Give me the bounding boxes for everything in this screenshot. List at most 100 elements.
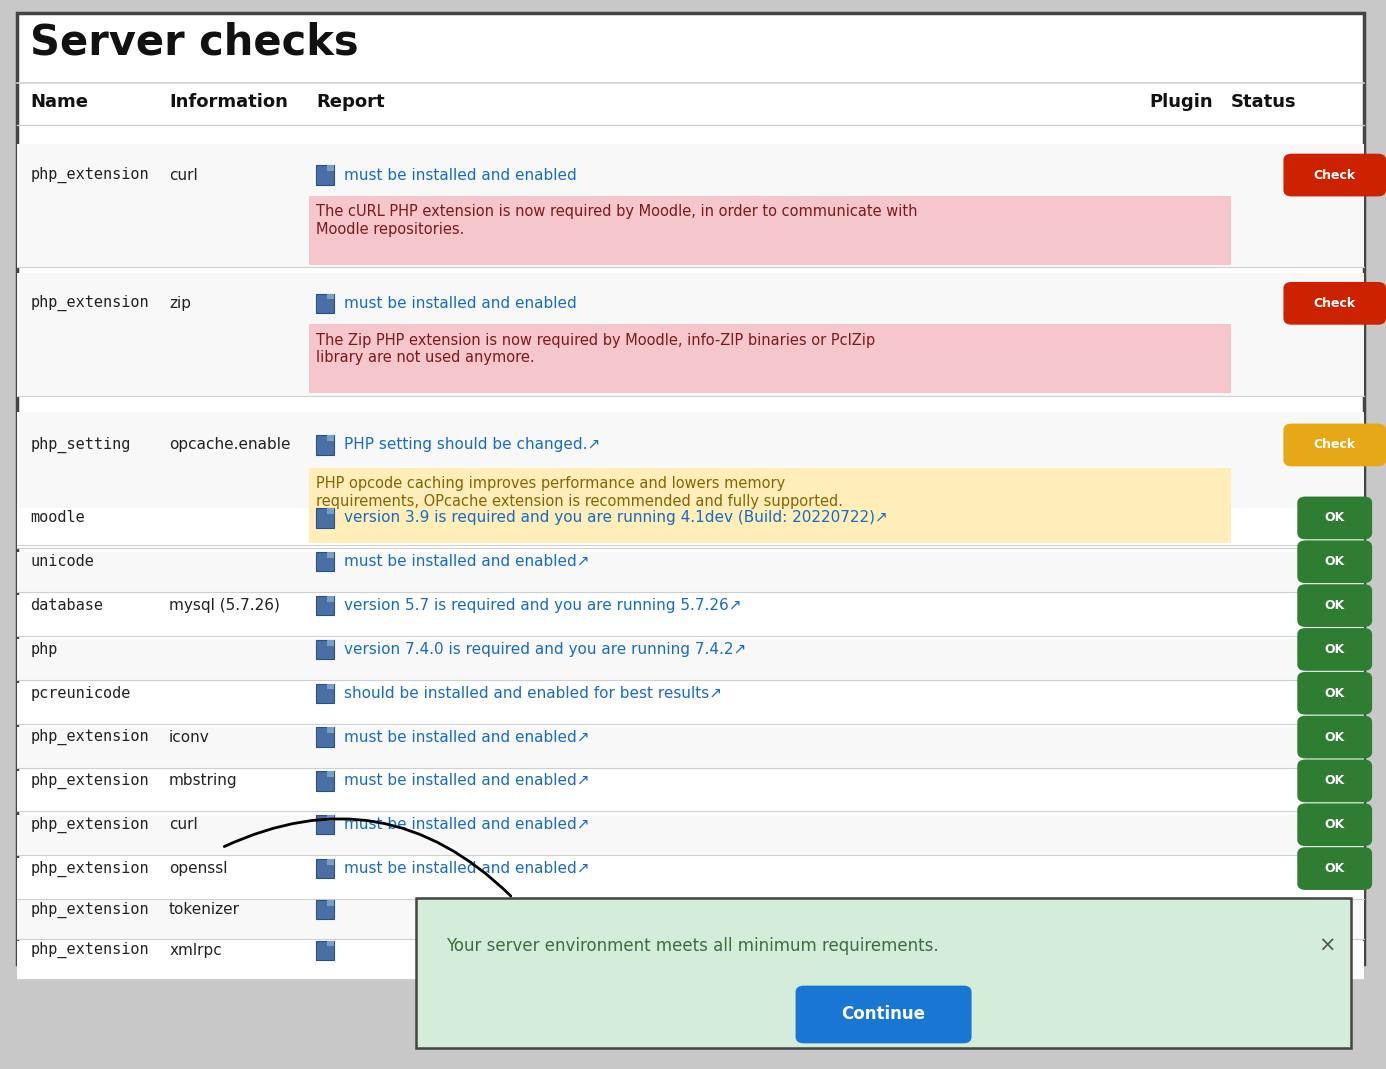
FancyBboxPatch shape bbox=[17, 13, 1364, 964]
Text: moodle: moodle bbox=[30, 510, 86, 526]
FancyBboxPatch shape bbox=[17, 552, 1364, 592]
Text: tokenizer: tokenizer bbox=[169, 902, 240, 917]
Text: php_extension: php_extension bbox=[30, 773, 150, 789]
FancyBboxPatch shape bbox=[316, 684, 334, 703]
FancyBboxPatch shape bbox=[17, 273, 1364, 396]
FancyBboxPatch shape bbox=[309, 468, 1231, 543]
FancyBboxPatch shape bbox=[316, 816, 334, 834]
Text: xmlrpc: xmlrpc bbox=[169, 943, 222, 958]
Text: Plugin: Plugin bbox=[1149, 93, 1213, 110]
FancyBboxPatch shape bbox=[1297, 847, 1372, 889]
Text: must be installed and enabled: must be installed and enabled bbox=[344, 296, 577, 311]
Text: OK: OK bbox=[1325, 862, 1344, 876]
FancyBboxPatch shape bbox=[1283, 154, 1386, 197]
Text: opcache.enable: opcache.enable bbox=[169, 437, 291, 452]
FancyBboxPatch shape bbox=[17, 639, 1364, 680]
FancyBboxPatch shape bbox=[17, 683, 1364, 724]
Text: pcreunicode: pcreunicode bbox=[30, 685, 130, 701]
FancyBboxPatch shape bbox=[327, 900, 334, 905]
Text: version 5.7 is required and you are running 5.7.26↗: version 5.7 is required and you are runn… bbox=[344, 598, 742, 614]
FancyBboxPatch shape bbox=[327, 597, 334, 602]
Text: The cURL PHP extension is now required by Moodle, in order to communicate with
M: The cURL PHP extension is now required b… bbox=[316, 204, 918, 237]
FancyBboxPatch shape bbox=[796, 986, 972, 1043]
FancyBboxPatch shape bbox=[316, 727, 334, 746]
FancyBboxPatch shape bbox=[17, 815, 1364, 855]
Text: Server checks: Server checks bbox=[30, 21, 359, 64]
FancyBboxPatch shape bbox=[316, 859, 334, 879]
FancyBboxPatch shape bbox=[316, 508, 334, 527]
FancyBboxPatch shape bbox=[327, 166, 334, 171]
Text: OK: OK bbox=[1325, 642, 1344, 656]
Text: Check: Check bbox=[1314, 169, 1356, 182]
Text: version 3.9 is required and you are running 4.1dev (Build: 20220722)↗: version 3.9 is required and you are runn… bbox=[344, 510, 887, 526]
Text: OK: OK bbox=[1325, 511, 1344, 525]
Text: php_extension: php_extension bbox=[30, 295, 150, 311]
Text: must be installed and enabled↗: must be installed and enabled↗ bbox=[344, 729, 589, 745]
Text: php_extension: php_extension bbox=[30, 817, 150, 833]
Text: must be installed and enabled↗: must be installed and enabled↗ bbox=[344, 773, 589, 789]
FancyBboxPatch shape bbox=[316, 639, 334, 659]
Text: iconv: iconv bbox=[169, 729, 209, 745]
Text: OK: OK bbox=[1325, 730, 1344, 744]
Text: version 7.4.0 is required and you are running 7.4.2↗: version 7.4.0 is required and you are ru… bbox=[344, 641, 746, 657]
Text: should be installed and enabled for best results↗: should be installed and enabled for best… bbox=[344, 685, 722, 701]
FancyBboxPatch shape bbox=[327, 435, 334, 441]
Text: must be installed and enabled: must be installed and enabled bbox=[344, 168, 577, 183]
FancyBboxPatch shape bbox=[17, 508, 1364, 548]
FancyBboxPatch shape bbox=[327, 816, 334, 821]
Text: The Zip PHP extension is now required by Moodle, info-ZIP binaries or PclZip
lib: The Zip PHP extension is now required by… bbox=[316, 332, 875, 366]
FancyBboxPatch shape bbox=[1283, 423, 1386, 466]
FancyBboxPatch shape bbox=[309, 196, 1231, 265]
Text: php_extension: php_extension bbox=[30, 167, 150, 183]
FancyBboxPatch shape bbox=[327, 684, 334, 690]
Text: must be installed and enabled↗: must be installed and enabled↗ bbox=[344, 861, 589, 877]
Text: zip: zip bbox=[169, 296, 191, 311]
FancyBboxPatch shape bbox=[327, 859, 334, 865]
Text: Information: Information bbox=[169, 93, 288, 110]
Text: php_extension: php_extension bbox=[30, 729, 150, 745]
Text: unicode: unicode bbox=[30, 554, 94, 570]
FancyBboxPatch shape bbox=[316, 900, 334, 919]
FancyBboxPatch shape bbox=[1297, 629, 1372, 671]
FancyBboxPatch shape bbox=[17, 727, 1364, 768]
FancyBboxPatch shape bbox=[1283, 282, 1386, 325]
Text: Check: Check bbox=[1314, 297, 1356, 310]
Text: php_extension: php_extension bbox=[30, 861, 150, 877]
FancyBboxPatch shape bbox=[1297, 716, 1372, 759]
Text: OK: OK bbox=[1325, 774, 1344, 788]
Text: mysql (5.7.26): mysql (5.7.26) bbox=[169, 598, 280, 614]
FancyBboxPatch shape bbox=[1297, 672, 1372, 715]
Text: database: database bbox=[30, 598, 104, 614]
FancyBboxPatch shape bbox=[316, 166, 334, 185]
Text: openssl: openssl bbox=[169, 861, 227, 877]
FancyBboxPatch shape bbox=[316, 552, 334, 571]
Text: PHP opcode caching improves performance and lowers memory
requirements, OPcache : PHP opcode caching improves performance … bbox=[316, 477, 843, 509]
Text: mbstring: mbstring bbox=[169, 773, 238, 789]
FancyBboxPatch shape bbox=[316, 435, 334, 454]
FancyBboxPatch shape bbox=[327, 294, 334, 299]
Text: Check: Check bbox=[1314, 438, 1356, 451]
FancyBboxPatch shape bbox=[1297, 541, 1372, 584]
FancyBboxPatch shape bbox=[17, 858, 1364, 899]
FancyBboxPatch shape bbox=[1297, 759, 1372, 802]
Text: OK: OK bbox=[1325, 599, 1344, 613]
FancyBboxPatch shape bbox=[1297, 584, 1372, 626]
FancyBboxPatch shape bbox=[309, 324, 1231, 393]
FancyBboxPatch shape bbox=[1297, 496, 1372, 539]
FancyBboxPatch shape bbox=[316, 597, 334, 616]
Text: php_extension: php_extension bbox=[30, 901, 150, 918]
FancyBboxPatch shape bbox=[17, 771, 1364, 811]
Text: php: php bbox=[30, 641, 58, 657]
FancyBboxPatch shape bbox=[327, 941, 334, 946]
Text: OK: OK bbox=[1325, 686, 1344, 700]
Text: PHP setting should be changed.↗: PHP setting should be changed.↗ bbox=[344, 437, 600, 452]
FancyBboxPatch shape bbox=[17, 941, 1364, 979]
Text: Your server environment meets all minimum requirements.: Your server environment meets all minimu… bbox=[446, 936, 938, 955]
FancyBboxPatch shape bbox=[327, 552, 334, 558]
FancyBboxPatch shape bbox=[416, 898, 1351, 1048]
Text: OK: OK bbox=[1325, 818, 1344, 832]
Text: must be installed and enabled↗: must be installed and enabled↗ bbox=[344, 817, 589, 833]
Text: OK: OK bbox=[1325, 555, 1344, 569]
Text: curl: curl bbox=[169, 168, 198, 183]
Text: Name: Name bbox=[30, 93, 89, 110]
